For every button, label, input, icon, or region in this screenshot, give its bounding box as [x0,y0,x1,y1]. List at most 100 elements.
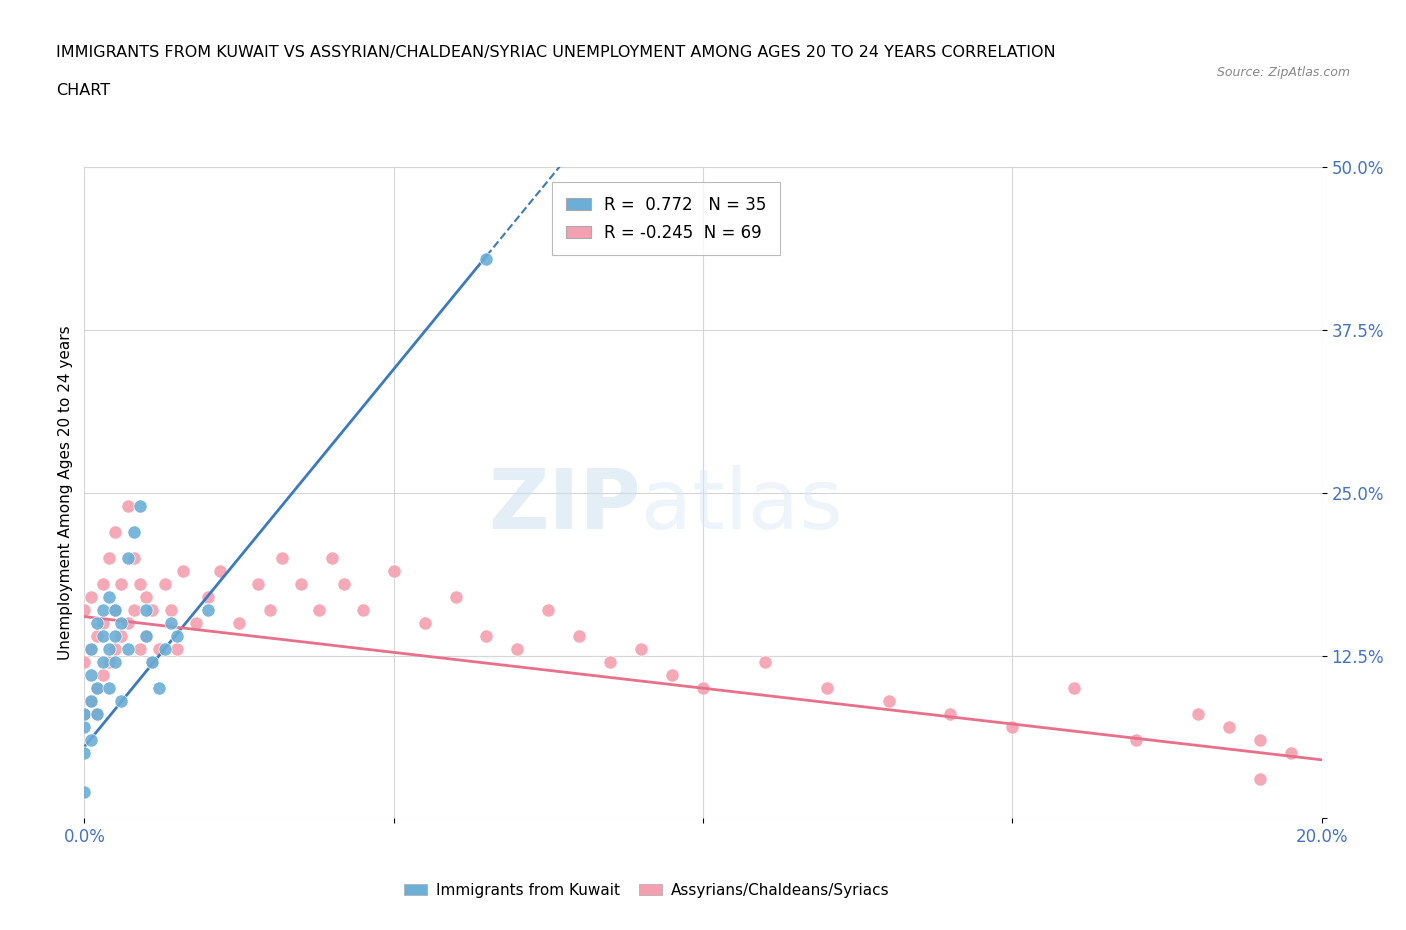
Point [122,551,145,565]
Point [1218,720,1240,735]
Point [98,642,121,657]
Point [104,525,127,539]
Text: atlas: atlas [641,465,842,547]
Point [661,668,683,683]
Legend: Immigrants from Kuwait, Assyrians/Chaldeans/Syriacs: Immigrants from Kuwait, Assyrians/Chalde… [398,877,896,904]
Point [1249,772,1271,787]
Point [91,603,114,618]
Point [73,655,96,670]
Point [73,707,96,722]
Point [141,603,163,618]
Point [246,577,269,591]
Point [1063,681,1085,696]
Point [321,551,343,565]
Point [135,603,157,618]
Point [333,577,356,591]
Point [166,629,188,644]
Point [104,655,127,670]
Point [86,616,108,631]
Point [129,642,152,657]
Point [79,668,101,683]
Point [73,785,96,800]
Point [86,707,108,722]
Point [877,694,900,709]
Point [117,616,139,631]
Point [91,577,114,591]
Point [1187,707,1209,722]
Y-axis label: Unemployment Among Ages 20 to 24 years: Unemployment Among Ages 20 to 24 years [58,326,73,660]
Point [73,707,96,722]
Point [259,603,281,618]
Point [73,746,96,761]
Point [228,616,250,631]
Text: CHART: CHART [56,83,110,98]
Point [148,642,170,657]
Point [1001,720,1024,735]
Point [153,642,176,657]
Point [148,681,170,696]
Point [209,564,232,578]
Point [79,694,101,709]
Point [160,603,183,618]
Point [79,642,101,657]
Point [86,681,108,696]
Point [475,251,498,266]
Point [91,655,114,670]
Point [153,577,176,591]
Point [630,642,652,657]
Point [129,498,152,513]
Point [98,655,121,670]
Point [135,629,157,644]
Point [86,681,108,696]
Point [308,603,330,618]
Point [290,577,312,591]
Text: Source: ZipAtlas.com: Source: ZipAtlas.com [1216,66,1350,79]
Point [352,603,374,618]
Point [79,694,101,709]
Point [98,551,121,565]
Point [197,603,219,618]
Point [73,720,96,735]
Point [506,642,529,657]
Point [141,655,163,670]
Point [599,655,621,670]
Point [122,603,145,618]
Point [104,629,127,644]
Point [197,590,219,604]
Point [91,616,114,631]
Text: IMMIGRANTS FROM KUWAIT VS ASSYRIAN/CHALDEAN/SYRIAC UNEMPLOYMENT AMONG AGES 20 TO: IMMIGRANTS FROM KUWAIT VS ASSYRIAN/CHALD… [56,46,1056,60]
Point [79,642,101,657]
Point [382,564,405,578]
Point [91,629,114,644]
Point [271,551,294,565]
Point [110,616,132,631]
Point [86,629,108,644]
Point [122,525,145,539]
Point [1125,733,1147,748]
Point [413,616,436,631]
Point [86,707,108,722]
Point [537,603,560,618]
Point [110,629,132,644]
Point [1249,733,1271,748]
Point [79,733,101,748]
Point [110,577,132,591]
Point [141,655,163,670]
Point [166,642,188,657]
Point [117,551,139,565]
Point [754,655,776,670]
Point [79,590,101,604]
Point [91,668,114,683]
Text: ZIP: ZIP [489,465,641,547]
Legend: R =  0.772   N = 35, R = -0.245  N = 69: R = 0.772 N = 35, R = -0.245 N = 69 [553,182,779,255]
Point [135,590,157,604]
Point [73,603,96,618]
Point [692,681,714,696]
Point [568,629,591,644]
Point [117,498,139,513]
Point [135,629,157,644]
Point [160,616,183,631]
Point [129,577,152,591]
Point [117,642,139,657]
Point [104,642,127,657]
